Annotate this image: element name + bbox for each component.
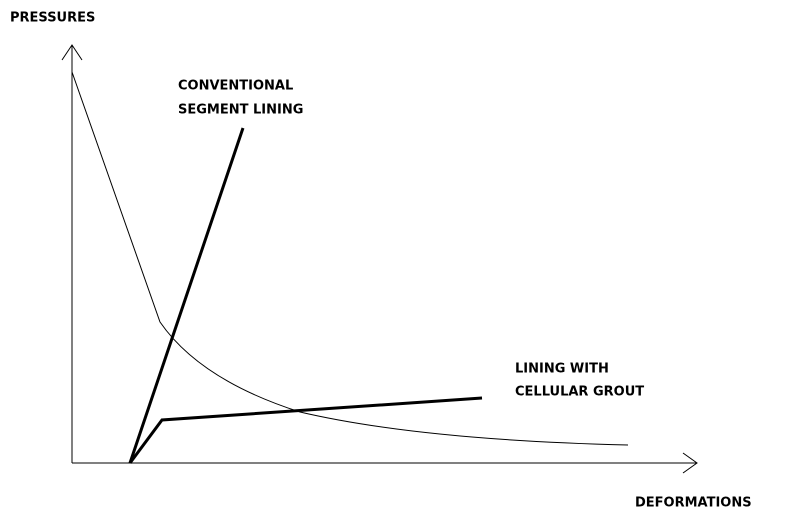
curve-label: CELLULAR GROUT [515, 385, 644, 400]
cellular-grout-line [128, 396, 483, 464]
ground-curve [71, 71, 629, 446]
x-axis-label: DEFORMATIONS [635, 496, 752, 511]
curve-label: LINING WITH [515, 362, 609, 377]
x-axis-arrow [682, 452, 698, 474]
curve-label: CONVENTIONAL [178, 79, 293, 94]
curve-label: SEGMENT LINING [178, 103, 303, 118]
conventional-lining-line [128, 127, 245, 464]
y-axis-label: PRESSURES [10, 11, 95, 26]
y-axis-arrow [61, 44, 83, 61]
